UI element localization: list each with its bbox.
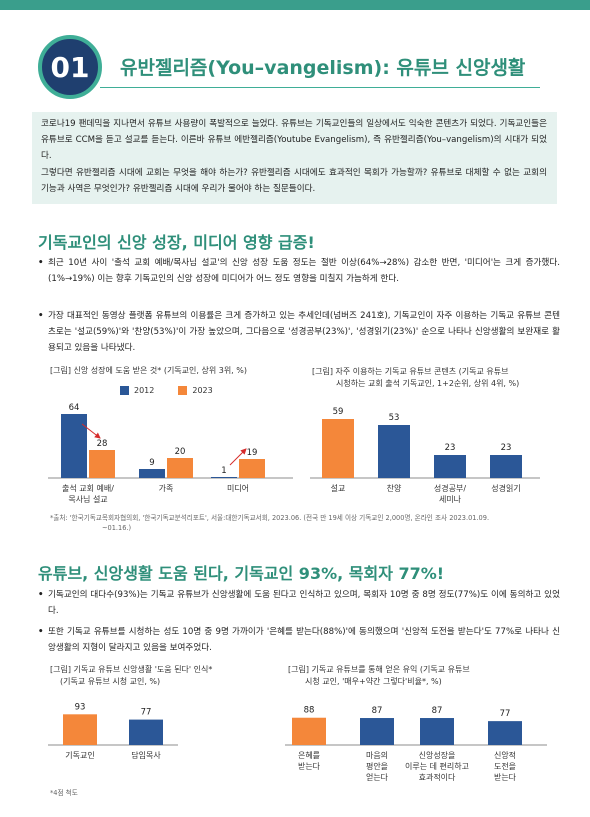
chart-youtube-content: 59 설교 53 찬양 23 성경공부/세미나 23 성경읽기: [310, 407, 540, 504]
trend-arrow-increase: [229, 448, 247, 466]
category-label: 받는다: [494, 772, 517, 782]
bullet-text: 가장 대표적인 동영상 플랫폼 유튜브의 이용률은 크게 증가하고 있는 추세인…: [48, 311, 560, 353]
data-label: 87: [432, 706, 443, 716]
fig3-caption-line2: (기독교 유튜브 시청 교인, %): [60, 677, 161, 686]
chart-helpful-perception: 93 기독교인 77 담임목사: [48, 702, 178, 760]
fig3-caption-line1: [그림] 기독교 유튜브 신앙생활 '도움 된다' 인식*: [50, 665, 213, 674]
category-label: 받는다: [298, 761, 321, 771]
bullet-dot: •: [38, 311, 44, 321]
bullet-text: 기독교인의 대다수(93%)는 기독교 유튜브가 신앙생활에 도움 된다고 인식…: [48, 590, 560, 616]
bullet-dot: •: [38, 590, 44, 600]
source-note-line2: ~01.16.): [102, 523, 132, 532]
category-label: 담임목사: [131, 750, 161, 760]
footnote: *4점 척도: [50, 789, 78, 797]
bullet-text: 또한 기독교 유튜브를 시청하는 성도 10명 중 9명 가까이가 '은혜를 받…: [48, 627, 560, 653]
bar-2012-1: [139, 469, 165, 478]
source-note: *출처: '한국기독교목회자협의회, '한국기독교분석리포트', 서울:대한기독…: [50, 514, 489, 533]
bar-2: [420, 718, 454, 745]
bar-3: [490, 455, 522, 478]
fig1-caption: [그림] 신앙 성장에 도움 받은 것* (기독교인, 상위 3위, %): [50, 366, 247, 375]
category-label: 마음의: [366, 750, 388, 760]
data-label: 23: [501, 443, 512, 453]
category-label: 은혜를: [298, 751, 320, 760]
legend-swatch-2012: [120, 386, 129, 395]
bar-2012-0: [61, 414, 87, 478]
bar-0: [63, 714, 97, 745]
data-label: 1: [221, 466, 226, 476]
category-label: 기독교인: [65, 750, 94, 760]
section-number-badge: 01: [38, 35, 102, 99]
bar-0: [322, 419, 354, 478]
category-label: 이루는 데 편리하고: [405, 761, 469, 771]
data-label: 77: [141, 708, 152, 718]
bar-2023-2: [239, 459, 265, 478]
legend-swatch-2023: [178, 386, 188, 395]
category-label: 얻는다: [366, 773, 389, 782]
source-note-line1: *출처: '한국기독교목회자협의회, '한국기독교분석리포트', 서울:대한기독…: [50, 514, 490, 522]
fig2-caption-line2: 시청하는 교회 출석 기독교인, 1+2순위, 상위 4위, %): [336, 379, 520, 388]
bullet-dot: •: [38, 627, 44, 637]
data-label: 77: [500, 709, 511, 719]
category-label: 도전을: [494, 761, 516, 771]
intro-box: 코로나19 팬데믹을 지나면서 유튜브 사용량이 폭발적으로 늘었다. 유튜브는…: [32, 112, 557, 204]
title-underline: [100, 87, 540, 88]
data-label: 93: [75, 702, 86, 712]
fig4-caption-line2: 시청 교인, '매우+약간 그렇다'비율*, %): [305, 677, 442, 686]
bar-2023-1: [167, 458, 193, 478]
intro-paragraph-2: 그렇다면 유반젤리즘 시대에 교회는 무엇을 해야 하는가? 유반젤리즘 시대에…: [41, 167, 547, 194]
intro-paragraph-1: 코로나19 팬데믹을 지나면서 유튜브 사용량이 폭발적으로 늘었다. 유튜브는…: [41, 119, 547, 162]
data-label: 28: [97, 439, 108, 449]
data-label: 64: [69, 403, 80, 413]
data-label: 59: [333, 407, 344, 417]
bar-2023-0: [89, 450, 115, 478]
top-accent-bar: [0, 0, 590, 10]
category-label: 성경공부/: [434, 483, 466, 493]
bar-1: [360, 718, 394, 745]
section2-bullet-1: • 기독교인의 대다수(93%)는 기독교 유튜브가 신앙생활에 도움 된다고 …: [38, 588, 560, 620]
bar-3: [488, 721, 522, 745]
category-label: 신앙성장을: [419, 750, 456, 760]
data-label: 88: [304, 706, 315, 716]
category-label: 효과적이다: [419, 772, 456, 782]
section1-title: 기독교인의 신앙 성장, 미디어 영향 급증!: [38, 233, 315, 252]
category-label: 출석 교회 예배/: [62, 483, 114, 493]
fig1-legend: 2012 2023: [120, 386, 213, 395]
fig2-caption-line1: [그림] 자주 이용하는 기독교 유튜브 콘텐츠 (기독교 유튜브: [312, 367, 509, 376]
section2-title: 유튜브, 신앙생활 도움 된다, 기독교인 93%, 목회자 77%!: [38, 564, 445, 583]
data-label: 87: [372, 706, 383, 716]
data-label: 19: [247, 448, 258, 458]
data-label: 20: [175, 447, 186, 457]
category-label: 목사님 설교: [68, 494, 107, 504]
trend-arrow-decrease: [81, 423, 101, 439]
category-label: 성경읽기: [491, 483, 520, 493]
legend-label-2012: 2012: [134, 386, 155, 395]
data-label: 9: [149, 458, 154, 468]
data-label: 23: [445, 443, 456, 453]
data-label: 53: [389, 413, 400, 423]
section-number: 01: [50, 50, 90, 84]
category-label: 설교: [331, 483, 346, 493]
bullet-text: 최근 10년 사이 '출석 교회 예배/목사님 설교'의 신앙 성장 도움 정도…: [48, 258, 560, 284]
section2-bullet-2: • 또한 기독교 유튜브를 시청하는 성도 10명 중 9명 가까이가 '은혜를…: [38, 625, 560, 657]
page-title: 유반젤리즘(You–vangelism): 유튜브 신앙생활: [120, 57, 526, 79]
bar-1: [129, 719, 163, 745]
legend-label-2023: 2023: [192, 386, 213, 395]
bar-2012-2: [211, 477, 237, 478]
fig4-caption-line1: [그림] 기독교 유튜브를 통해 얻은 유익 (기독교 유튜브: [288, 665, 470, 674]
category-label: 찬양: [387, 483, 402, 493]
section1-bullet-1: • 최근 10년 사이 '출석 교회 예배/목사님 설교'의 신앙 성장 도움 …: [38, 256, 560, 288]
bullet-dot: •: [38, 258, 44, 268]
section1-bullet-2: • 가장 대표적인 동영상 플랫폼 유튜브의 이용률은 크게 증가하고 있는 추…: [38, 309, 560, 356]
bar-2: [434, 455, 466, 478]
category-label: 평안을: [366, 761, 388, 771]
category-label: 신앙적: [494, 750, 516, 760]
bar-0: [292, 717, 326, 745]
chart-faith-growth: 64 28 출석 교회 예배/목사님 설교 9 20 가족 1 19 미디어: [48, 403, 293, 504]
category-label: 세미나: [439, 495, 462, 504]
bar-1: [378, 425, 410, 478]
category-label: 가족: [159, 484, 174, 493]
category-label: 미디어: [227, 483, 249, 493]
